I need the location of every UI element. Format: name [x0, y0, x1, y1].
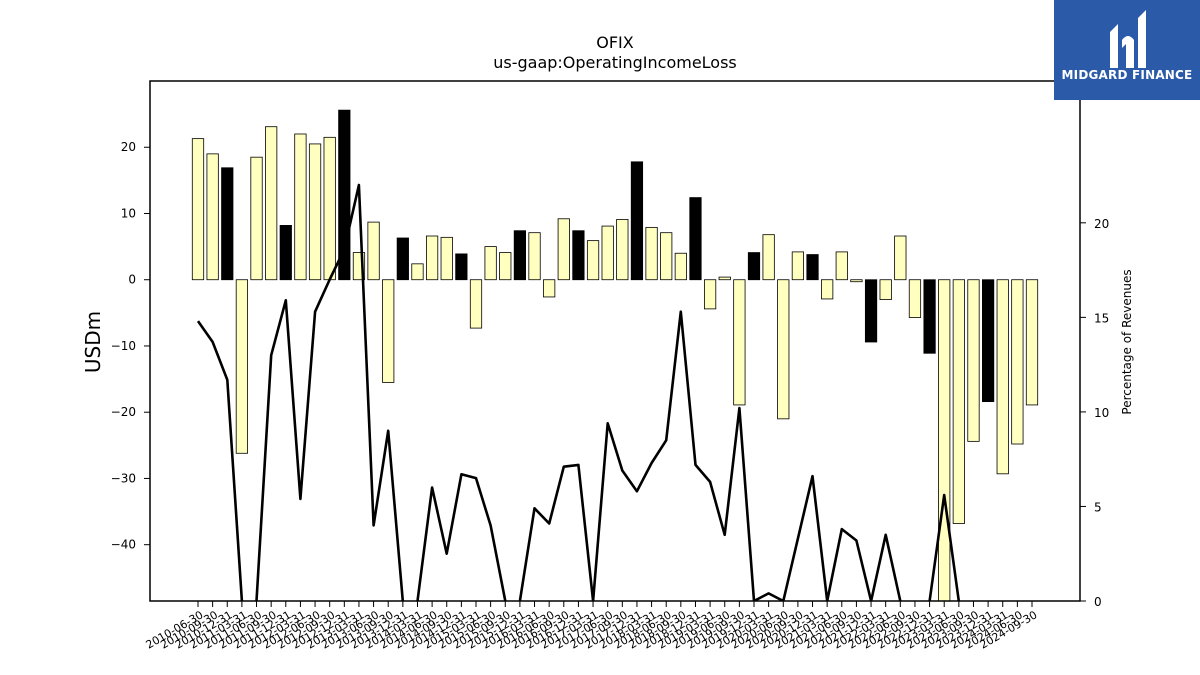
- bar: [543, 279, 556, 298]
- bar: [191, 138, 205, 281]
- bar: [864, 279, 878, 343]
- bar: [557, 218, 570, 281]
- bar: [674, 252, 687, 281]
- y-right-tick-label: 20: [1094, 217, 1109, 231]
- bar: [484, 246, 497, 281]
- bar: [908, 279, 922, 318]
- bar: [762, 234, 775, 281]
- bar: [1011, 279, 1024, 445]
- bar: [850, 279, 863, 283]
- brand-logo: MIDGARD FINANCE: [1054, 0, 1200, 100]
- bar: [1025, 279, 1039, 406]
- bar: [791, 251, 805, 281]
- bar: [660, 232, 673, 281]
- bar: [733, 279, 746, 406]
- y-tick-label: −10: [111, 339, 136, 353]
- bar: [967, 279, 980, 442]
- bar: [879, 279, 892, 301]
- bar: [308, 143, 322, 281]
- plot-frame: [149, 80, 1081, 602]
- left-axis-ticks: −40 −30 −20 −10 0 10 20: [111, 140, 150, 552]
- bar: [323, 136, 336, 281]
- y-tick-label: 10: [121, 206, 136, 220]
- bar: [396, 237, 409, 281]
- bar: [996, 279, 1009, 475]
- bar: [894, 235, 907, 281]
- y-right-tick-label: 0: [1094, 595, 1102, 609]
- bar: [747, 252, 761, 281]
- y-tick-label: −30: [111, 471, 136, 485]
- bar: [338, 109, 351, 281]
- bar: [425, 235, 439, 281]
- bar: [777, 279, 790, 420]
- bar: [279, 225, 292, 281]
- bar: [938, 279, 951, 602]
- bar: [382, 279, 395, 383]
- brand-name: MIDGARD FINANCE: [1061, 68, 1193, 82]
- bar: [411, 263, 424, 281]
- bar: [367, 221, 380, 281]
- midgard-logo-icon: [1110, 10, 1146, 68]
- bar: [586, 240, 600, 281]
- bar: [982, 279, 995, 403]
- y-right-tick-label: 10: [1094, 406, 1109, 420]
- bar: [469, 279, 483, 329]
- y-tick-label: −20: [111, 405, 136, 419]
- right-axis-ticks: 0 5 10 15 20: [1080, 217, 1109, 609]
- bar: [499, 252, 512, 281]
- bar: [630, 161, 644, 281]
- bar: [616, 219, 629, 281]
- percentage-line-series: [196, 183, 961, 601]
- bar: [221, 167, 234, 281]
- y-tick-label: −40: [111, 538, 136, 552]
- bar-series: [191, 109, 1039, 602]
- bar: [528, 232, 541, 281]
- chart-subtitle: us-gaap:OperatingIncomeLoss: [493, 53, 737, 72]
- chart-title: OFIX: [596, 33, 634, 52]
- bar: [513, 230, 527, 281]
- bar: [455, 253, 468, 281]
- bar: [440, 236, 453, 281]
- right-axis-label: Percentage of Revenues: [1120, 269, 1134, 414]
- bar: [645, 226, 658, 281]
- bar: [235, 279, 249, 454]
- y-right-tick-label: 15: [1094, 311, 1109, 325]
- bar: [806, 254, 819, 281]
- bar: [835, 251, 848, 281]
- bar: [572, 230, 585, 281]
- series-line: [196, 183, 961, 601]
- bar: [250, 156, 263, 281]
- left-axis-label: USDm: [81, 311, 105, 373]
- bar: [704, 279, 717, 310]
- bar: [718, 276, 731, 281]
- bar: [352, 252, 366, 281]
- y-tick-label: 0: [128, 273, 136, 287]
- x-axis-ticks: 2010-06-302010-09-302010-12-312011-03-31…: [144, 601, 1040, 652]
- y-tick-label: 20: [121, 140, 136, 154]
- bar: [265, 126, 278, 281]
- bar: [923, 279, 936, 354]
- bar: [294, 133, 307, 281]
- bar: [952, 279, 965, 524]
- bar: [206, 153, 219, 281]
- bar: [689, 197, 702, 281]
- y-right-tick-label: 5: [1094, 500, 1102, 514]
- bar: [821, 279, 834, 300]
- bar: [601, 225, 614, 281]
